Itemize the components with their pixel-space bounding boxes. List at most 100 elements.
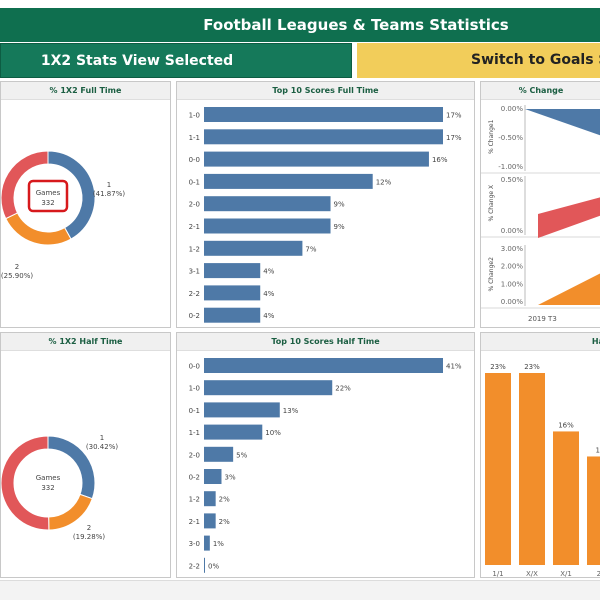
- donut-slice-X[interactable]: [1, 150, 49, 220]
- score-bar[interactable]: [204, 513, 216, 529]
- change-chart[interactable]: % Change1 0.00% -0.50% -1.00% % Change X 0.50…: [481, 101, 600, 328]
- change-panel: % Change % Change1 0.00% -0.50% -1.00%% Cha…: [480, 81, 600, 328]
- donut-center-label: Games: [36, 474, 61, 482]
- change1-area[interactable]: [525, 109, 600, 137]
- score-bar[interactable]: [204, 469, 222, 484]
- score-label: 3-1: [189, 268, 200, 276]
- donut-label-pct-1: (30.42%): [86, 443, 118, 451]
- score-value-label: 0%: [208, 562, 219, 570]
- score-bar[interactable]: [204, 557, 205, 573]
- score-value-label: 41%: [446, 363, 462, 371]
- switch-goals-button[interactable]: Switch to Goals Sta: [357, 43, 600, 78]
- score-value-label: 9%: [334, 201, 345, 209]
- donut-label-pct-2: (19.28%): [73, 533, 105, 541]
- score-value-label: 17%: [446, 134, 462, 142]
- score-value-label: 1%: [213, 540, 224, 548]
- halffull-chart[interactable]: 23% 1/1 23% X/X 16% X/1 13 2/: [481, 352, 600, 578]
- scores-half-panel: Top 10 Scores Half Time 0-0 41% 1-0 22% 0-1 1…: [176, 332, 475, 578]
- halffull-bar[interactable]: [553, 431, 579, 565]
- scores-full-chart[interactable]: 1-0 17% 1-1 17% 0-0 16% 0-1 12% 2-0 9% 2-1 9% 1-2 7% 3…: [177, 101, 474, 328]
- score-label: 1-1: [189, 134, 200, 142]
- score-bar[interactable]: [204, 151, 429, 167]
- score-value-label: 5%: [236, 451, 247, 459]
- score-bar[interactable]: [204, 196, 331, 212]
- dashboard-title: Football Leagues & Teams Statistics: [203, 16, 509, 34]
- score-value-label: 7%: [305, 245, 316, 253]
- halffull-category-label: X/X: [526, 570, 538, 578]
- donut-label-2: 2: [15, 263, 19, 271]
- score-bar[interactable]: [204, 173, 373, 189]
- score-label: 2-2: [189, 562, 200, 570]
- change-tick: -0.50%: [498, 134, 523, 142]
- score-bar[interactable]: [204, 263, 261, 279]
- change-tick: 2.00%: [501, 263, 524, 271]
- donut-center-label: Games: [36, 189, 61, 197]
- score-bar[interactable]: [204, 424, 263, 440]
- halffull-title: Half: [481, 333, 600, 351]
- change2-area[interactable]: [538, 271, 600, 305]
- score-bar[interactable]: [204, 240, 303, 256]
- score-value-label: 4%: [263, 312, 274, 320]
- halffull-bar[interactable]: [587, 456, 600, 565]
- change-x-label: 2019 T3: [528, 315, 557, 323]
- scores-full-title: Top 10 Scores Full Time: [177, 82, 474, 100]
- change-tick: 0.00%: [501, 105, 524, 113]
- change-tick: -1.00%: [498, 163, 523, 171]
- score-label: 1-1: [189, 429, 200, 437]
- donut-label-pct-1: (41.87%): [93, 190, 125, 198]
- score-bar[interactable]: [204, 218, 331, 234]
- dashboard-header: Football Leagues & Teams Statistics: [0, 8, 600, 42]
- score-label: 0-2: [189, 474, 200, 482]
- score-label: 2-0: [189, 201, 200, 209]
- changeX-area[interactable]: [538, 196, 600, 238]
- donut-slice-X[interactable]: [1, 435, 50, 531]
- halffull-category-label: X/1: [560, 570, 572, 578]
- halffull-category-label: 2/: [597, 570, 600, 578]
- halffull-category-label: 1/1: [492, 570, 503, 578]
- donut-center-value: 332: [41, 199, 54, 207]
- halffull-value-label: 13: [596, 446, 600, 454]
- change-tick: 0.00%: [501, 298, 524, 306]
- donut-label-1: 1: [107, 181, 111, 189]
- score-value-label: 4%: [263, 268, 274, 276]
- score-label: 0-2: [189, 312, 200, 320]
- score-value-label: 12%: [376, 178, 392, 186]
- score-bar[interactable]: [204, 129, 443, 145]
- halffull-bar[interactable]: [519, 373, 545, 565]
- score-bar[interactable]: [204, 285, 261, 301]
- score-value-label: 22%: [335, 385, 351, 393]
- change-tick: 3.00%: [501, 245, 524, 253]
- score-label: 2-0: [189, 451, 200, 459]
- score-bar[interactable]: [204, 307, 261, 323]
- change-ylabel: % Change1: [488, 119, 495, 154]
- score-label: 0-0: [189, 156, 200, 164]
- donut-half-title: % 1X2 Half Time: [1, 333, 170, 351]
- halffull-value-label: 23%: [524, 363, 540, 371]
- score-bar[interactable]: [204, 107, 443, 122]
- score-value-label: 10%: [265, 429, 281, 437]
- score-label: 2-1: [189, 518, 200, 526]
- score-bar[interactable]: [204, 491, 216, 507]
- score-bar[interactable]: [204, 358, 443, 373]
- score-bar[interactable]: [204, 446, 234, 462]
- donut-slice-2[interactable]: [5, 212, 72, 246]
- switch-goals-label: Switch to Goals Sta: [471, 52, 600, 68]
- score-bar[interactable]: [204, 535, 210, 551]
- scores-half-chart[interactable]: 0-0 41% 1-0 22% 0-1 13% 1-1 10% 2-0 5% 0-2 3% 1-2 2% 2…: [177, 352, 474, 578]
- score-value-label: 2%: [219, 496, 230, 504]
- halffull-value-label: 16%: [558, 421, 574, 429]
- score-value-label: 9%: [334, 223, 345, 231]
- score-bar[interactable]: [204, 380, 333, 396]
- donut-label-pct-2: (25.90%): [1, 272, 33, 280]
- score-bar[interactable]: [204, 402, 280, 418]
- donut-half-chart[interactable]: Games 332 1(30.42%) 2(19.28%): [1, 352, 170, 578]
- donut-label-1: 1: [100, 434, 104, 442]
- score-label: 2-1: [189, 223, 200, 231]
- donut-label-2: 2: [87, 524, 91, 532]
- score-label: 1-0: [189, 385, 200, 393]
- halffull-bar[interactable]: [485, 373, 511, 565]
- donut-slice-2[interactable]: [48, 493, 93, 531]
- stats-view-selected-button[interactable]: 1X2 Stats View Selected: [0, 43, 352, 78]
